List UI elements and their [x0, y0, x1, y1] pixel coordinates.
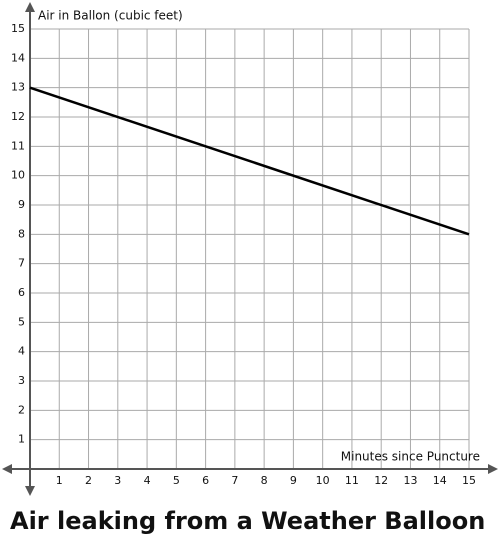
- x-tick-label: 3: [114, 474, 121, 487]
- y-tick-label: 10: [11, 169, 25, 182]
- x-tick-label: 8: [261, 474, 268, 487]
- x-tick-label: 9: [290, 474, 297, 487]
- arrow: [2, 464, 12, 474]
- x-tick-label: 12: [374, 474, 388, 487]
- y-tick-label: 3: [18, 374, 25, 387]
- y-tick-label: 14: [11, 51, 25, 64]
- x-tick-label: 10: [316, 474, 330, 487]
- arrow: [25, 486, 35, 496]
- y-tick-label: 13: [11, 81, 25, 94]
- grid: [30, 28, 470, 469]
- y-tick-label: 12: [11, 110, 25, 123]
- y-tick-label: 7: [18, 257, 25, 270]
- arrow: [25, 2, 35, 12]
- arrow: [488, 464, 498, 474]
- x-tick-label: 6: [202, 474, 209, 487]
- y-tick-label: 8: [18, 227, 25, 240]
- data-line: [29, 86, 470, 236]
- x-tick-label: 4: [144, 474, 151, 487]
- x-tick-label: 13: [403, 474, 417, 487]
- chart-title: Air leaking from a Weather Balloon: [10, 507, 485, 535]
- y-tick-label: 5: [18, 315, 25, 328]
- x-tick-label: 1: [56, 474, 63, 487]
- x-axis-label: Minutes since Puncture: [341, 450, 480, 464]
- y-tick-label: 6: [18, 286, 25, 299]
- x-tick-label: 14: [433, 474, 447, 487]
- y-tick-label: 15: [11, 22, 25, 35]
- x-tick-label: 5: [173, 474, 180, 487]
- x-tick-label: 7: [231, 474, 238, 487]
- y-tick-label: 4: [18, 345, 25, 358]
- x-tick-label: 2: [85, 474, 92, 487]
- x-tick-label: 11: [345, 474, 359, 487]
- y-tick-label: 9: [18, 198, 25, 211]
- y-tick-label: 2: [18, 403, 25, 416]
- y-tick-label: 11: [11, 139, 25, 152]
- x-tick-label: 15: [462, 474, 476, 487]
- y-tick-label: 1: [18, 433, 25, 446]
- y-axis-label: Air in Ballon (cubic feet): [38, 9, 183, 23]
